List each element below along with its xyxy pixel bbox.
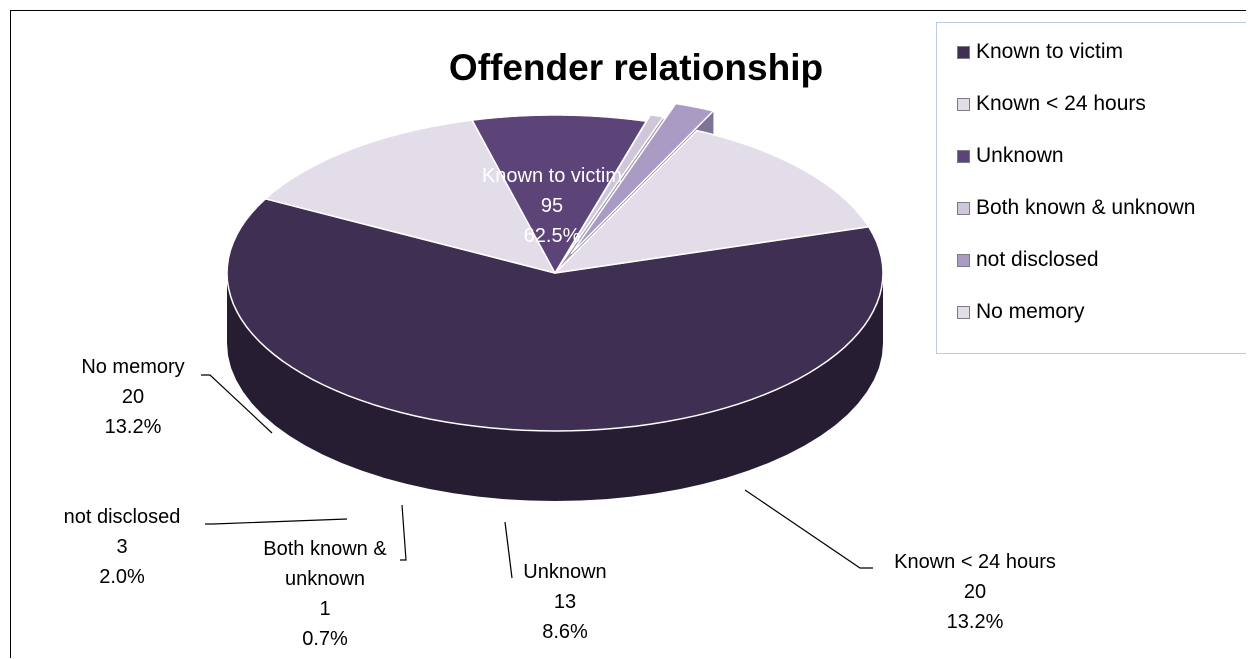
data-label-line: 20	[964, 581, 986, 603]
data-label-line: 1	[319, 598, 330, 620]
data-label-line: 13	[554, 591, 576, 613]
data-label-line: 3	[116, 536, 127, 558]
chart-frame	[10, 10, 1246, 658]
data-label-unknown: Unknown 13 8.6%	[523, 561, 606, 643]
legend-item-no-memory: No memory	[957, 299, 1085, 325]
data-label-line: 20	[122, 386, 144, 408]
legend-label: Known < 24 hours	[976, 92, 1146, 115]
legend-item-known-to-victim: Known to victim	[957, 39, 1123, 65]
legend-item-not-disclosed: not disclosed	[957, 247, 1099, 273]
data-label-line: Known < 24 hours	[894, 551, 1056, 573]
chart-title: Offender relationship	[449, 47, 823, 88]
data-label-line: 13.2%	[947, 611, 1004, 633]
data-label-line: Unknown	[523, 561, 606, 583]
legend-label: Unknown	[976, 144, 1064, 167]
leader-line-no-memory	[201, 374, 273, 434]
leader-line-both-known-unknown	[400, 504, 407, 561]
pie-slice-known-to-victim	[226, 198, 884, 432]
data-label-line: 8.6%	[542, 621, 588, 643]
pie-slice-not-disclosed	[570, 102, 715, 255]
leader-line-unknown	[504, 521, 513, 579]
legend-item-both-known-unknown: Both known & unknown	[957, 195, 1195, 221]
data-label-line: 2.0%	[99, 566, 145, 588]
data-label-line: not disclosed	[64, 506, 181, 528]
data-label-not-disclosed: not disclosed 3 2.0%	[64, 506, 181, 588]
leader-line-not-disclosed	[205, 518, 348, 525]
legend-swatch	[957, 201, 970, 215]
data-label-line: 62.5%	[524, 225, 581, 247]
data-label-line: unknown	[285, 568, 365, 590]
legend-swatch	[957, 45, 970, 59]
data-label-known-to-victim: Known to victim 95 62.5%	[482, 165, 622, 247]
data-label-line: Both known &	[263, 538, 387, 560]
pie-slice-known-24-hours	[264, 119, 556, 274]
legend-swatch	[957, 149, 970, 163]
data-label-line: 13.2%	[105, 416, 162, 438]
legend-label: No memory	[976, 300, 1085, 323]
legend-label: not disclosed	[976, 248, 1099, 271]
legend-item-unknown: Unknown	[957, 143, 1064, 169]
pie-slice-both-known-unknown	[558, 114, 665, 268]
legend-swatch	[957, 253, 970, 267]
data-label-line: 95	[541, 195, 563, 217]
data-label-no-memory: No memory 20 13.2%	[81, 356, 184, 438]
data-labels: Known to victim 95 62.5% Known < 24 hours 20…	[64, 165, 1056, 650]
legend-swatch	[957, 305, 970, 319]
pie-top-faces	[226, 102, 884, 432]
pie-side-known-to-victim	[227, 273, 883, 501]
legend-label: Both known & unknown	[976, 196, 1196, 219]
data-label-line: 0.7%	[302, 628, 348, 650]
data-label-known-24-hours: Known < 24 hours 20 13.2%	[894, 551, 1056, 633]
legend-item-known-24-hours: Known < 24 hours	[957, 91, 1146, 117]
data-label-line: No memory	[81, 356, 184, 378]
data-label-line: Known to victim	[482, 165, 622, 187]
pie-slice-unknown	[471, 114, 648, 274]
legend-swatch	[957, 97, 970, 111]
legend: Known to victim Known < 24 hours Unknown Bo…	[936, 22, 1246, 354]
legend-label: Known to victim	[976, 40, 1124, 63]
data-label-both-known-unknown: Both known & unknown 1 0.7%	[263, 538, 387, 650]
pie-slice-no-memory	[554, 129, 870, 274]
leader-line-known-24-hours	[744, 489, 873, 569]
leader-lines	[201, 374, 873, 579]
